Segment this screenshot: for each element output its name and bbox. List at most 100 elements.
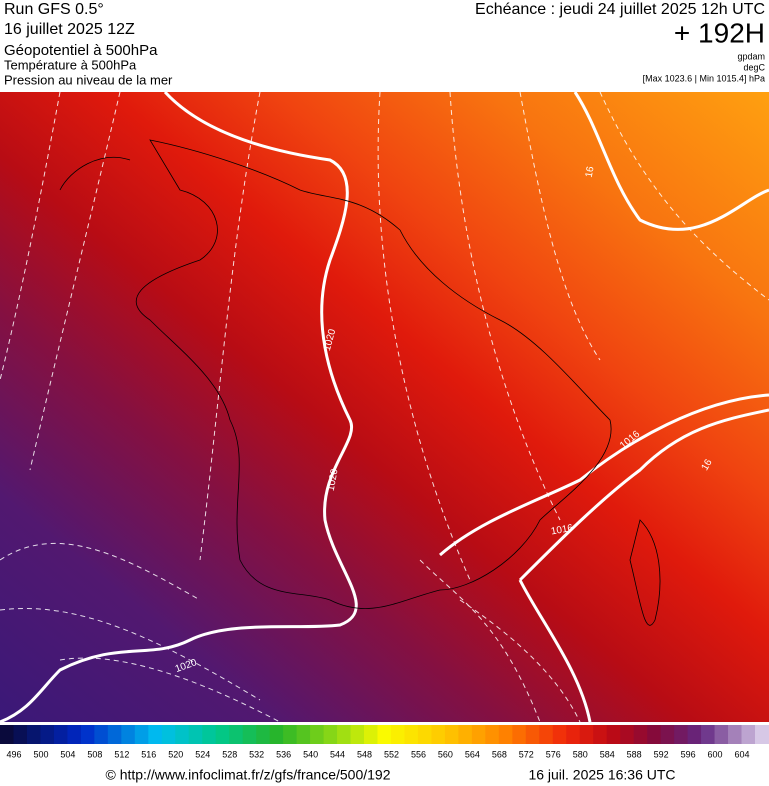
color-swatch [256,725,271,744]
color-swatch [80,725,95,744]
isobar [518,408,769,723]
color-swatch [620,725,635,744]
color-swatch [606,725,621,744]
color-swatch [337,725,352,744]
color-swatch [229,725,244,744]
color-swatch [728,725,743,744]
color-swatch [741,725,756,744]
scale-label: 588 [627,749,642,759]
color-swatch [175,725,190,744]
color-swatch [107,725,122,744]
color-swatch [134,725,149,744]
valid-time: Echéance : jeudi 24 juillet 2025 12h UTC [475,1,765,18]
coastline [59,139,661,626]
color-swatch [121,725,136,744]
color-swatch [53,725,68,744]
isobar [573,91,769,231]
color-swatch [593,725,608,744]
color-swatch [498,725,513,744]
scale-label: 556 [411,749,426,759]
color-swatch [755,725,769,744]
color-swatch [485,725,500,744]
scale-label: 564 [465,749,480,759]
isobar [439,393,769,557]
scale-label: 516 [141,749,156,759]
field: Géopotentiel à 500hPa [4,42,158,59]
color-swatch [404,725,419,744]
scale-label: 524 [195,749,210,759]
color-swatch [310,725,325,744]
color-swatch [323,725,338,744]
color-swatch [552,725,567,744]
scale-label: 584 [600,749,615,759]
color-swatch [687,725,702,744]
color-swatch [714,725,729,744]
unit: gpdam [737,51,765,61]
field: Température à 500hPa [4,57,137,72]
color-swatch [13,725,28,744]
scale-label: 536 [276,749,291,759]
scale-label: 532 [249,749,264,759]
color-swatch [188,725,203,744]
contour-label: 1020 [326,468,341,492]
color-swatch [350,725,365,744]
scale-label: 528 [222,749,237,759]
color-swatch [202,725,217,744]
color-swatch [390,725,405,744]
scale-label: 520 [168,749,183,759]
color-swatch [215,725,230,744]
color-swatch [660,725,675,744]
scale-label: 592 [654,749,669,759]
scale-label: 540 [303,749,318,759]
source: © http://www.infoclimat.fr/z/gfs/france/… [106,767,391,783]
unit: [Max 1023.6 | Min 1015.4] hPa [643,73,765,83]
color-swatch [364,725,378,744]
scale-label: 496 [6,749,21,759]
color-swatch [0,725,14,744]
color-swatch [148,725,163,744]
isotherm [0,91,769,723]
color-swatch [701,725,716,744]
scale-label: 544 [330,749,345,759]
scale-label: 548 [357,749,372,759]
color-swatch [579,725,594,744]
scale-label: 568 [492,749,507,759]
scale-label: 580 [573,749,588,759]
color-swatch [296,725,311,744]
color-swatch [40,725,55,744]
color-swatch [512,725,527,744]
scale-label: 500 [33,749,48,759]
field: Pression au niveau de la mer [4,72,173,87]
contour-label: 16 [584,165,597,178]
contour-label: 1016 [550,523,574,538]
scale-label: 576 [546,749,561,759]
color-swatch [633,725,648,744]
scale-label: 560 [438,749,453,759]
color-swatch [566,725,581,744]
scale-label: 552 [384,749,399,759]
isobar [0,90,358,724]
color-swatch [431,725,446,744]
timestamp: 16 juil. 2025 16:36 UTC [528,767,675,783]
scale-label: 572 [519,749,534,759]
color-swatch [94,725,109,744]
color-swatch [444,725,459,744]
lead-time: + 192H [674,17,765,48]
color-scale: 496 500 504 508 512 516 520 524 528 532 536 540 544 5… [0,725,769,759]
run-date: 16 juillet 2025 12Z [4,21,135,38]
color-swatch [269,725,284,744]
scale-label: 508 [87,749,102,759]
color-swatch [647,725,662,744]
color-swatch [539,725,554,744]
map-field [0,92,769,722]
color-swatch [525,725,540,744]
color-swatch [674,725,689,744]
color-swatch [471,725,486,744]
scale-label: 604 [735,749,750,759]
color-swatch [26,725,41,744]
color-swatch [161,725,176,744]
color-swatch [458,725,473,744]
scale-label: 512 [114,749,129,759]
